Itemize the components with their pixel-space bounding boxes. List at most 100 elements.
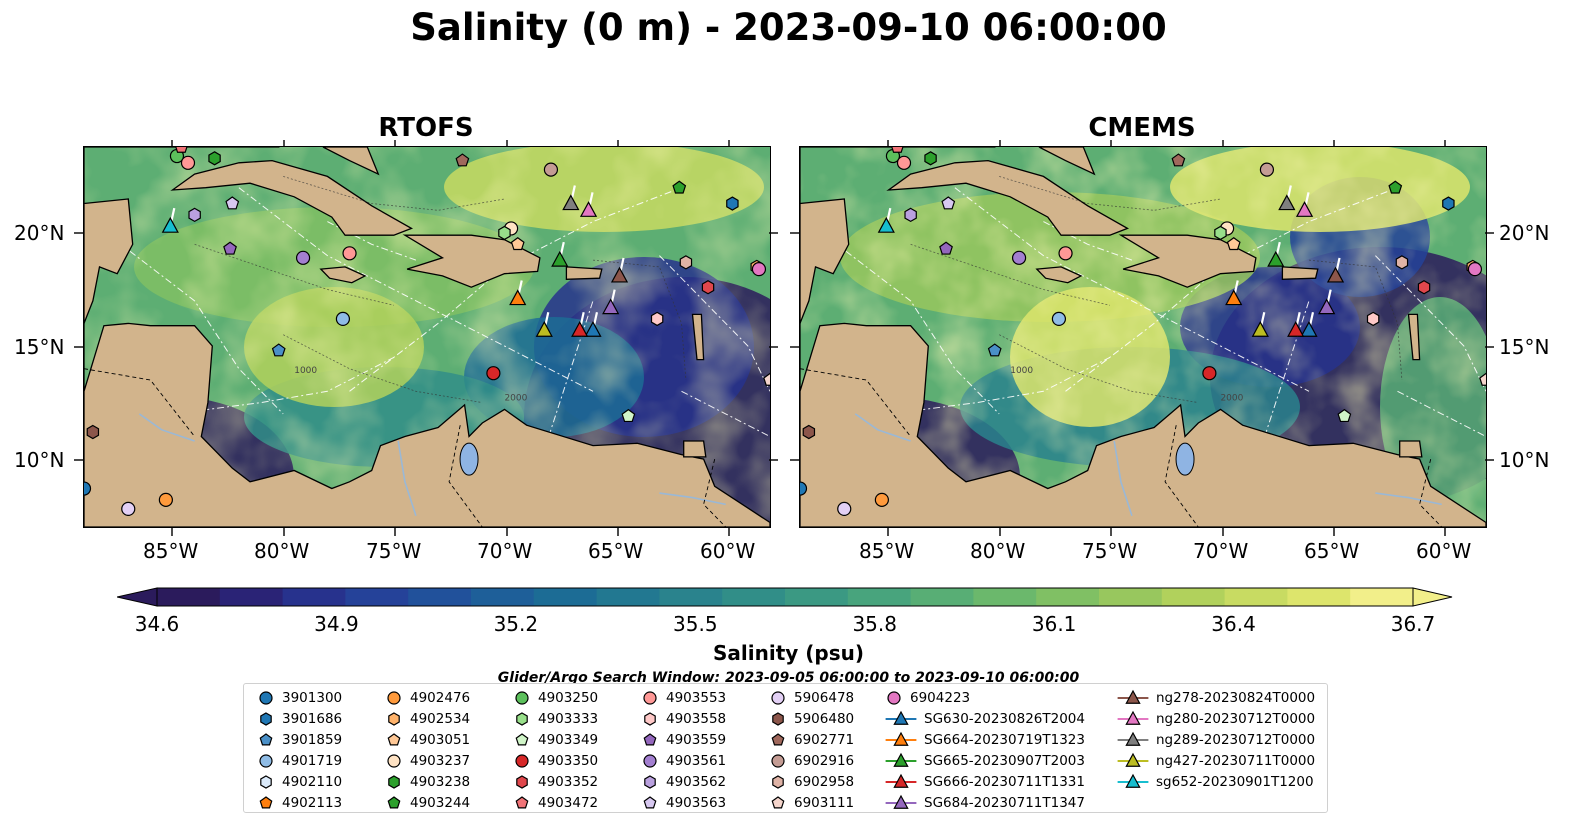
legend-item: 6902771 [768,730,854,750]
axis-ticks [74,140,1494,536]
legend-item-label: 5906478 [794,690,855,706]
triangle-line-marker-icon [885,773,917,788]
legend-item: 6902916 [768,751,854,771]
argo-float-marker [188,207,201,223]
bathymetry-contour-label: 1000 [1010,366,1033,376]
argo-float-marker [802,424,816,440]
map-svg-rtofs: 1000 2000 [84,147,770,527]
glider-marker [1287,320,1305,337]
circle-marker-icon [387,754,401,768]
glider-marker [877,216,895,233]
lat-tick-label: 10°N [14,448,65,472]
circle-marker-icon [259,691,273,705]
colorbar-bin [1036,588,1100,606]
legend-item-label: 6904223 [910,690,971,706]
legend-item: 4903349 [512,730,598,750]
legend-item: SG684-20230711T1347 [884,793,1085,813]
legend-item: 4902476 [384,688,470,708]
legend-item: 4903051 [384,730,470,750]
legend-item: SG630-20230826T2004 [884,709,1085,729]
argo-float-marker [1388,180,1403,194]
argo-float-marker [679,255,693,270]
land-cuba [170,159,414,236]
legend-item-label: ng427-20230711T0000 [1156,753,1316,769]
colorbar-bin [1099,588,1163,606]
legend-item: 4903250 [512,688,598,708]
triangle-line-marker-icon [885,710,917,725]
circle-marker-icon [515,754,529,768]
land-bahamas [322,147,380,176]
argo-float-marker [751,262,767,277]
lon-tick-label: 60°W [700,539,756,563]
argo-float-marker [342,246,357,261]
lon-tick-label: 70°W [477,539,533,563]
colorbar-bin [471,588,535,606]
colorbar-bin [722,588,786,606]
glider-marker [610,266,629,283]
lon-tick-label: 70°W [1193,539,1249,563]
legend-item: SG664-20230719T1323 [884,730,1085,750]
argo-float-marker [726,196,739,211]
legend-item: 5906478 [768,688,854,708]
lon-tick-label: 80°W [254,539,310,563]
glider-marker [1326,266,1345,283]
hexagon-marker-icon [388,712,400,726]
lon-tick-label: 65°W [1304,539,1360,563]
colorbar-bin [847,588,912,606]
search-window-caption: Glider/Argo Search Window: 2023-09-05 06… [497,670,1080,686]
legend-item: sg652-20230901T1200 [1116,772,1314,792]
triangle-line-marker-icon [1117,710,1149,725]
hexagon-marker-icon [388,775,400,789]
colorbar-bin [973,588,1037,606]
lon-tick-label: 85°W [143,539,199,563]
legend-item-label: 6903111 [794,795,855,811]
argo-float-marker [335,311,351,327]
colorbar-bin [910,588,974,606]
argo-float-marker [1442,196,1455,211]
legend-item-label: sg652-20230901T1200 [1156,774,1314,790]
glider-marker [1278,194,1296,211]
legend-item: ng280-20230712T0000 [1116,709,1315,729]
lat-tick-label: 20°N [1499,221,1550,245]
circle-marker-icon [643,691,657,705]
colorbar-bin [282,588,346,606]
land-jamaica [1035,266,1083,284]
legend-item: 4903558 [640,709,726,729]
land-yucatan [800,147,1486,527]
legend-item-label: 4903561 [666,753,727,769]
legend-item: 4903559 [640,730,726,750]
colorbar-tick-label: 35.2 [493,612,539,636]
legend-item: 3901859 [256,730,342,750]
hexagon-marker-icon [772,712,784,726]
legend-item-label: 4903238 [410,774,471,790]
bathymetry-contour-label: 2000 [504,393,527,403]
argo-float-marker [486,366,501,381]
legend-item: 4902113 [256,793,342,813]
colorbar-bin [596,588,660,606]
argo-float-marker [1058,246,1073,261]
colorbar-bin [1350,588,1414,606]
argo-float-marker [924,151,937,166]
colorbar-bin [1224,588,1288,606]
glider-marker [584,320,602,337]
argo-float-marker [180,155,196,170]
legend-item-label: SG684-20230711T1347 [924,795,1085,811]
legend-item: 4903561 [640,751,726,771]
circle-marker-icon [387,691,401,705]
colorbar-bin [219,588,284,606]
argo-float-marker [621,408,636,423]
legend-item-label: ng280-20230712T0000 [1156,711,1316,727]
argo-float-marker [1171,153,1186,167]
map-panel-cmems: 1000 2000 [799,146,1487,528]
circle-marker-icon [515,691,529,705]
legend-item-label: 4903553 [666,690,727,706]
legend-item-label: ng278-20230824T0000 [1156,690,1316,706]
pentagon-marker-icon [259,733,273,746]
argo-float-marker [1337,408,1352,423]
glider-marker [1295,201,1314,217]
argo-float-marker [1226,237,1241,251]
legend-item: 3901686 [256,709,342,729]
legend-item-label: ng289-20230712T0000 [1156,732,1316,748]
argo-float-marker [158,492,173,507]
legend-item: 4903553 [640,688,726,708]
